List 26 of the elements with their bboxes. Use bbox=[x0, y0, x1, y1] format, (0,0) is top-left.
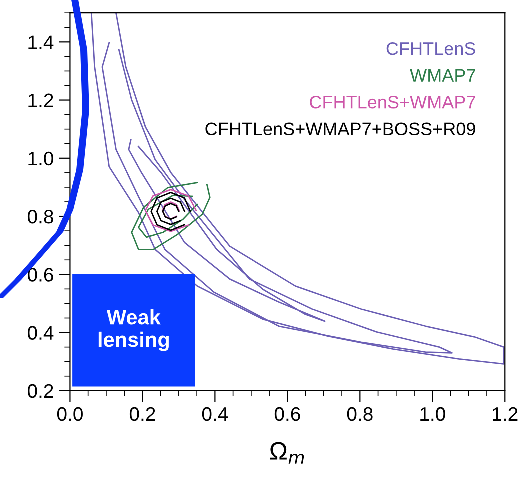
y-tick-label: 0.4 bbox=[28, 326, 54, 340]
y-tick-label: 1.2 bbox=[28, 94, 54, 108]
line-series bbox=[90, 13, 505, 365]
annotation: Weak lensing bbox=[98, 309, 170, 352]
text: CFHTLenS bbox=[386, 42, 476, 56]
y-tick-label: 1.4 bbox=[28, 36, 54, 50]
line-series bbox=[150, 192, 192, 232]
line-series bbox=[144, 189, 198, 232]
x-tick-label: 0.4 bbox=[202, 407, 228, 422]
text: CFHTLenS+WMAP7+BOSS+R09 bbox=[206, 122, 476, 136]
x-axis-title: Ω$_{m}$ bbox=[270, 442, 304, 464]
line-series bbox=[131, 182, 211, 250]
x-tick-label: 0.2 bbox=[130, 407, 156, 422]
x-tick-label: 0.0 bbox=[57, 407, 83, 422]
y-tick-label: 0.8 bbox=[28, 210, 54, 224]
text: WMAP7 bbox=[410, 69, 476, 82]
x-tick-label: 1.2 bbox=[493, 407, 518, 421]
y-tick-label: 0.6 bbox=[28, 268, 54, 282]
x-tick-label: 0.8 bbox=[347, 407, 373, 422]
line-series bbox=[156, 198, 186, 226]
x-tick-label: 1.0 bbox=[420, 407, 446, 422]
text: CFHTLenS+WMAP7 bbox=[310, 96, 476, 109]
x-tick-label: 0.6 bbox=[274, 407, 300, 422]
y-tick-label: 0.2 bbox=[28, 384, 54, 398]
line-series bbox=[138, 194, 198, 238]
y-tick-label: 1.0 bbox=[28, 152, 54, 166]
